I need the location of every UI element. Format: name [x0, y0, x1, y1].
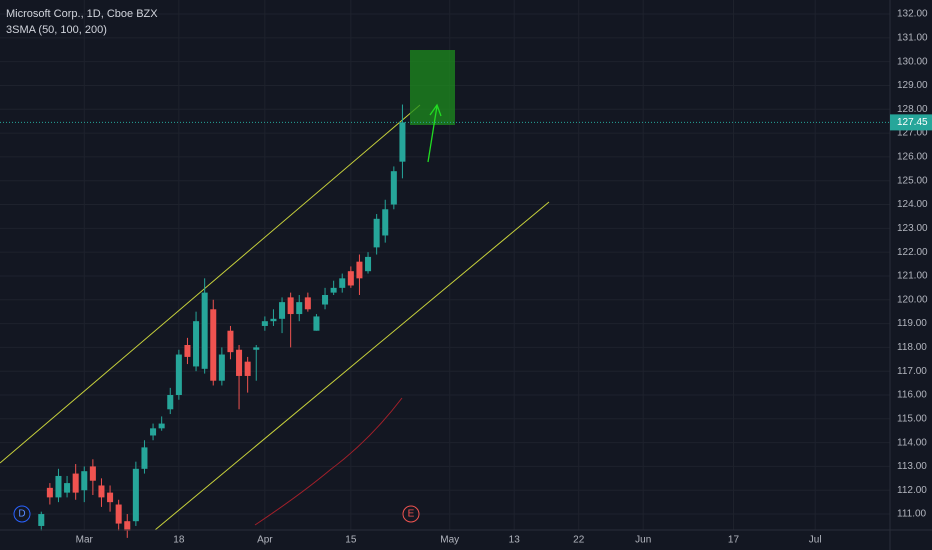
price-label: 127.45 [897, 117, 928, 128]
x-tick-label: Apr [257, 535, 273, 546]
candle-body [279, 302, 286, 319]
marker-label: D [18, 509, 25, 520]
price-label-box [890, 114, 932, 131]
y-tick-label: 128.00 [897, 104, 928, 115]
candle-body [356, 261, 363, 279]
x-tick-label: 15 [345, 535, 357, 546]
channel-line [154, 201, 550, 531]
y-tick-label: 115.00 [897, 413, 927, 424]
x-tick-label: Jun [635, 535, 651, 546]
candle-body [175, 354, 182, 395]
y-tick-label: 127.00 [897, 128, 928, 139]
marker-label: E [408, 509, 415, 520]
x-tick-label: 13 [509, 535, 521, 546]
x-tick-label: 22 [573, 535, 585, 546]
y-tick-label: 111.00 [897, 509, 927, 520]
candle-body [270, 318, 277, 322]
candle-body [89, 466, 96, 481]
candle-body [390, 171, 397, 205]
arrow [427, 105, 438, 163]
y-tick-label: 116.00 [897, 390, 927, 401]
candle-body [382, 209, 389, 236]
candle-body [141, 447, 148, 469]
candle-body [107, 492, 114, 503]
x-tick-label: Jul [809, 535, 822, 546]
sma-line [254, 397, 403, 526]
candle-body [81, 471, 88, 491]
candle-body [218, 354, 225, 381]
x-tick-label: 18 [173, 535, 185, 546]
candle-body [115, 504, 122, 524]
y-tick-label: 117.00 [897, 366, 927, 377]
y-tick-label: 120.00 [897, 294, 928, 305]
candle-body [313, 316, 320, 331]
earnings-marker[interactable] [402, 505, 420, 523]
candle-body [261, 321, 268, 326]
y-tick-label: 121.00 [897, 271, 928, 282]
y-tick-label: 124.00 [897, 199, 928, 210]
candle-body [304, 297, 311, 310]
candle-body [227, 330, 234, 353]
candle-body [167, 395, 174, 410]
y-tick-label: 130.00 [897, 56, 928, 67]
y-tick-label: 118.00 [897, 342, 927, 353]
candle-body [184, 345, 191, 357]
dividend-marker[interactable] [13, 505, 31, 523]
indicator-label: 3SMA (50, 100, 200) [6, 24, 107, 36]
candle-body [296, 302, 303, 315]
candle-body [150, 428, 157, 436]
candle-body [210, 309, 217, 381]
candle-body [201, 292, 208, 369]
y-tick-label: 123.00 [897, 223, 928, 234]
y-tick-label: 131.00 [897, 32, 928, 43]
candle-body [399, 122, 406, 162]
y-tick-label: 126.00 [897, 152, 928, 163]
candle-body [132, 468, 139, 522]
candle-body [330, 287, 337, 293]
candle-body [373, 218, 380, 248]
y-tick-label: 125.00 [897, 175, 928, 186]
y-tick-label: 129.00 [897, 80, 928, 91]
x-tick-label: Mar [76, 535, 94, 546]
candle-body [55, 475, 62, 498]
y-tick-label: 119.00 [897, 318, 927, 329]
candle-body [46, 487, 53, 498]
candle-body [124, 521, 131, 531]
candles [38, 104, 406, 538]
candle-body [253, 347, 260, 350]
candle-body [339, 278, 346, 288]
candle-body [64, 483, 71, 493]
channel-line [0, 104, 421, 464]
candle-body [236, 349, 243, 376]
y-tick-label: 112.00 [897, 485, 927, 496]
candle-body [193, 321, 200, 367]
y-tick-label: 113.00 [897, 461, 927, 472]
candle-body [347, 271, 354, 286]
y-tick-label: 122.00 [897, 247, 928, 258]
candle-body [287, 297, 294, 315]
candle-body [98, 485, 105, 498]
candle-body [158, 423, 165, 429]
chart-title: Microsoft Corp., 1D, Cboe BZX [6, 8, 158, 20]
y-tick-label: 132.00 [897, 9, 928, 20]
x-tick-label: 17 [728, 535, 740, 546]
candle-body [322, 295, 329, 305]
y-tick-label: 114.00 [897, 437, 927, 448]
candle-body [38, 514, 45, 526]
candle-body [244, 361, 251, 376]
x-tick-label: May [440, 535, 459, 546]
candle-body [365, 256, 372, 272]
candle-body [72, 473, 79, 493]
target-box [410, 50, 455, 125]
arrow-head [429, 103, 442, 117]
